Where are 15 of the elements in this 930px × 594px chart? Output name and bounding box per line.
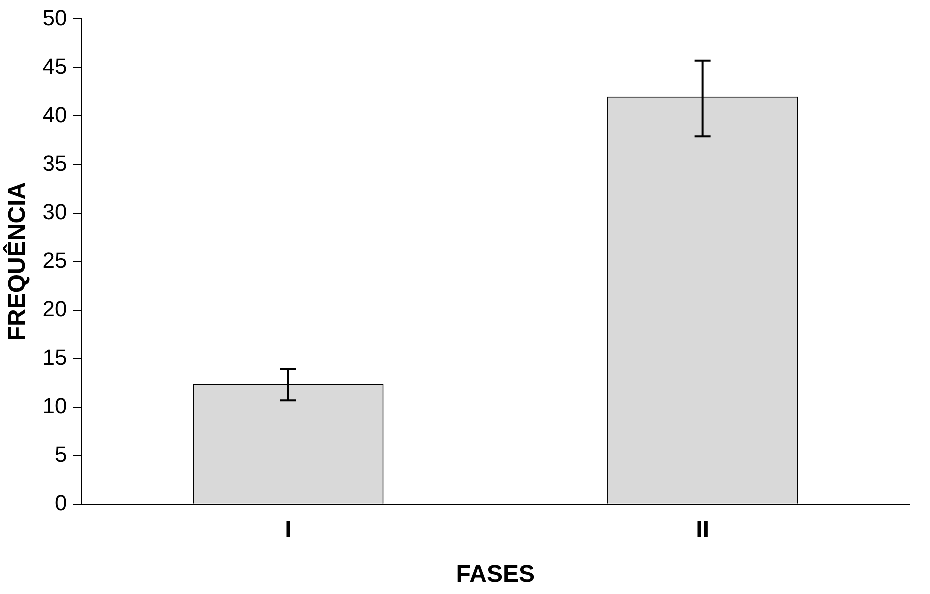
- y-tick-label: 15: [42, 344, 68, 370]
- y-tick-label: 40: [42, 102, 68, 128]
- y-tick-label: 10: [42, 393, 68, 418]
- y-tick-label: 35: [42, 150, 68, 176]
- x-tick-label: II: [696, 516, 710, 544]
- y-tick-label: 25: [42, 248, 68, 273]
- x-axis-title: FASES: [456, 561, 535, 588]
- y-tick-label: 0: [55, 490, 68, 516]
- y-tick-label: 30: [42, 199, 68, 224]
- y-tick-label: 20: [42, 296, 68, 322]
- y-tick-label: 5: [55, 442, 68, 467]
- y-tick-label: 45: [42, 54, 68, 79]
- y-axis-title: FREQUÊNCIA: [3, 182, 32, 342]
- y-tick-label: 50: [42, 5, 68, 30]
- x-tick-label: I: [285, 516, 292, 544]
